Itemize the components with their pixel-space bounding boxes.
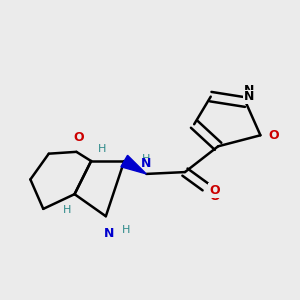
Text: N: N (141, 157, 152, 169)
Text: H: H (63, 205, 71, 215)
Text: H: H (122, 226, 130, 236)
Text: O: O (209, 184, 220, 197)
Text: H: H (142, 154, 151, 164)
Text: O: O (209, 190, 220, 203)
Text: H: H (98, 144, 106, 154)
Text: O: O (268, 129, 279, 142)
Text: N: N (244, 90, 254, 103)
Text: N: N (104, 226, 115, 240)
Text: O: O (73, 131, 83, 145)
Text: O: O (268, 129, 279, 142)
Polygon shape (121, 155, 146, 174)
Text: N: N (244, 84, 254, 97)
